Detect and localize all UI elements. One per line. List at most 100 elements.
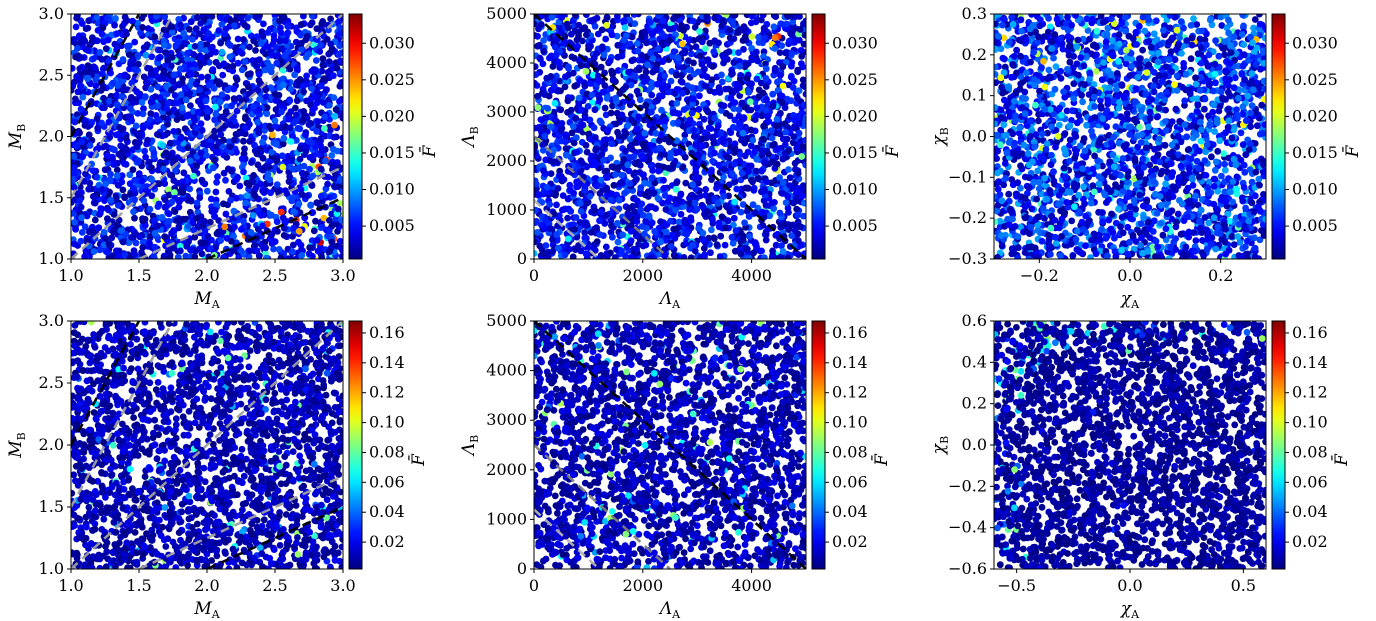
scatter-point: [159, 142, 167, 149]
scatter-point: [730, 214, 738, 222]
scatter-point: [196, 30, 203, 38]
scatter-point: [187, 102, 194, 109]
plot-area: [71, 14, 343, 259]
scatter-point: [180, 215, 187, 223]
scatter-point: [160, 165, 168, 173]
scatter-point: [596, 190, 604, 197]
scatter-point: [762, 74, 770, 82]
scatter-point: [561, 32, 569, 40]
scatter-point: [214, 173, 221, 181]
scatter-point: [148, 53, 156, 61]
scatter-point: [179, 178, 186, 186]
scatter-point: [778, 98, 786, 106]
scatter-point: [289, 248, 296, 256]
scatter-point: [548, 14, 556, 21]
scatter-point: [191, 253, 199, 259]
scatter-point: [317, 41, 324, 49]
scatter-point: [241, 21, 249, 29]
scatter-point: [534, 207, 539, 214]
scatter-point: [182, 252, 190, 259]
scatter-point: [176, 144, 184, 152]
scatter-point: [546, 225, 554, 233]
scatter-point: [785, 209, 792, 216]
scatter-point: [802, 115, 806, 123]
scatter-point: [284, 22, 292, 30]
scatter-point: [760, 158, 768, 166]
scatter-point: [71, 199, 75, 206]
y-tick-label: 1.5: [39, 188, 64, 207]
scatter-point: [540, 47, 548, 55]
scatter-point: [559, 192, 567, 200]
scatter-point: [648, 91, 656, 99]
scatter-point: [262, 162, 270, 170]
scatter-point: [634, 197, 641, 205]
scatter-point: [132, 122, 140, 130]
scatter-point: [267, 84, 275, 92]
scatter-point: [154, 222, 162, 230]
scatter-point: [113, 92, 120, 99]
scatter-point: [534, 104, 542, 112]
scatter-point: [77, 237, 85, 245]
scatter-point: [234, 59, 242, 67]
scatter-point: [758, 147, 766, 155]
panel-1: 1.0 1.5 2.0 2.5 3.01.01.52.02.53.0MAMB0.0050…: [6, 4, 440, 311]
scatter-point: [100, 38, 108, 46]
scatter-point: [783, 20, 790, 28]
scatter-point: [73, 142, 81, 150]
scatter-point: [325, 58, 333, 65]
scatter-point: [156, 75, 164, 83]
scatter-point: [139, 244, 147, 251]
scatter-point: [118, 92, 126, 100]
scatter-point: [91, 199, 99, 207]
scatter-point: [573, 183, 580, 191]
scatter-point: [121, 193, 128, 201]
scatter-point: [119, 186, 127, 194]
scatter-point: [250, 103, 257, 110]
scatter-point: [238, 66, 246, 74]
scatter-point: [630, 14, 638, 18]
scatter-point: [747, 162, 755, 170]
scatter-point: [745, 254, 753, 259]
scatter-point: [771, 67, 779, 74]
scatter-point: [286, 97, 294, 105]
scatter-point: [603, 21, 610, 29]
scatter-point: [305, 121, 313, 128]
scatter-point: [660, 163, 668, 171]
scatter-point: [330, 133, 338, 141]
scatter-point: [717, 232, 725, 240]
scatter-point: [272, 122, 279, 130]
scatter-point: [255, 106, 263, 113]
scatter-point: [186, 185, 194, 193]
scatter-point: [709, 135, 717, 142]
scatter-point: [643, 39, 650, 47]
scatter-point: [625, 205, 633, 212]
scatter-point: [73, 14, 81, 22]
scatter-point: [779, 63, 787, 71]
scatter-point: [122, 134, 130, 142]
scatter-point: [314, 118, 322, 125]
scatter-point: [601, 82, 609, 89]
scatter-point: [257, 180, 264, 188]
scatter-point: [581, 229, 589, 236]
scatter-point: [311, 93, 319, 101]
scatter-point: [795, 120, 803, 127]
scatter-point: [143, 41, 151, 49]
scatter-point: [696, 28, 703, 35]
scatter-point: [271, 90, 279, 98]
scatter-point: [147, 98, 155, 106]
scatter-point: [741, 139, 749, 147]
scatter-point: [666, 194, 674, 202]
scatter-point: [165, 191, 173, 199]
scatter-point: [564, 97, 572, 105]
scatter-point: [655, 14, 662, 20]
scatter-point: [641, 191, 649, 199]
y-tick-label: 2.5: [39, 65, 64, 84]
scatter-point: [259, 243, 267, 251]
scatter-point: [709, 157, 716, 165]
scatter-point: [253, 247, 261, 255]
scatter-point: [130, 208, 137, 216]
scatter-point: [268, 149, 275, 156]
scatter-point: [172, 167, 179, 175]
scatter-point: [568, 30, 575, 38]
scatter-point: [228, 247, 236, 255]
